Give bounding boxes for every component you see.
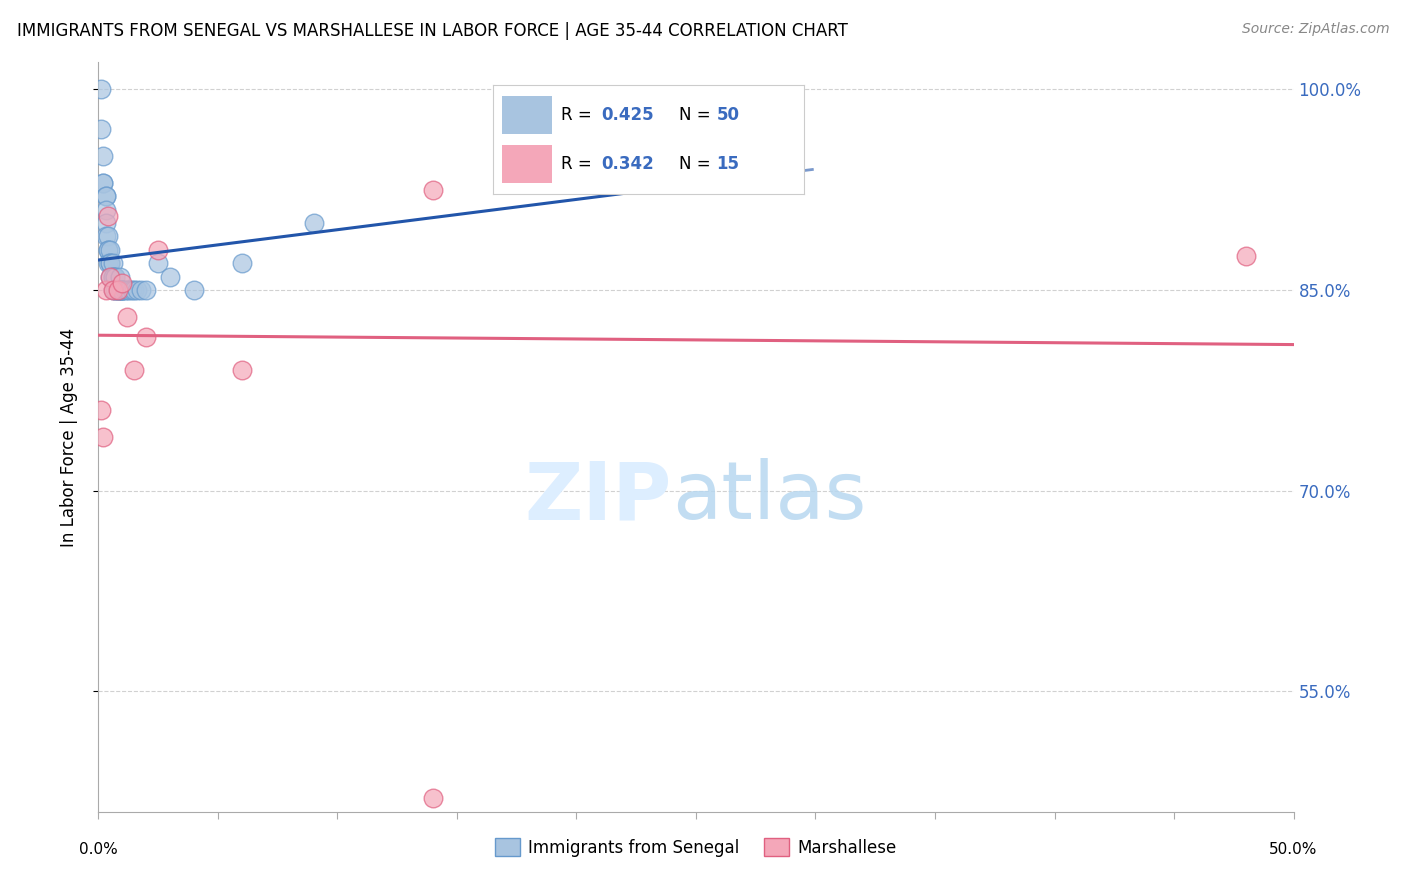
Point: [115, 310, 138, 324]
Point: [98, 256, 122, 270]
Point: [97, 243, 120, 257]
Point: [108, 283, 131, 297]
Point: [107, 283, 129, 297]
Point: [231, 256, 253, 270]
Point: [98, 269, 122, 284]
Point: [98, 243, 122, 257]
Point: [91, 176, 114, 190]
Text: 0.0%: 0.0%: [79, 842, 118, 856]
Point: [159, 269, 181, 284]
Point: [101, 283, 124, 297]
Point: [107, 283, 129, 297]
Y-axis label: In Labor Force | Age 35-44: In Labor Force | Age 35-44: [59, 327, 77, 547]
Point: [124, 363, 146, 377]
Point: [131, 283, 153, 297]
Point: [111, 283, 134, 297]
Text: 50.0%: 50.0%: [1270, 842, 1317, 856]
Point: [91, 430, 114, 444]
Point: [108, 269, 131, 284]
Point: [91, 149, 114, 163]
Point: [613, 143, 636, 157]
Legend: Immigrants from Senegal, Marshallese: Immigrants from Senegal, Marshallese: [488, 832, 904, 863]
Point: [183, 283, 205, 297]
Point: [231, 363, 253, 377]
Point: [90, 122, 112, 136]
Point: [111, 283, 134, 297]
Point: [302, 216, 325, 230]
Point: [97, 243, 120, 257]
Point: [98, 256, 122, 270]
Point: [114, 283, 136, 297]
Point: [148, 243, 170, 257]
Text: atlas: atlas: [672, 458, 866, 536]
Point: [121, 283, 143, 297]
Point: [111, 283, 134, 297]
Point: [148, 256, 170, 270]
Point: [422, 182, 444, 196]
Point: [104, 269, 127, 284]
Point: [107, 283, 129, 297]
Point: [104, 283, 127, 297]
Point: [101, 283, 124, 297]
Point: [1234, 250, 1257, 264]
Point: [90, 82, 112, 96]
Point: [135, 283, 157, 297]
Point: [94, 216, 117, 230]
Point: [94, 202, 117, 217]
Point: [135, 330, 157, 344]
Point: [108, 283, 131, 297]
Point: [94, 189, 117, 203]
Point: [101, 269, 124, 284]
Point: [97, 229, 120, 244]
Point: [111, 277, 134, 291]
Point: [107, 283, 129, 297]
Point: [97, 256, 120, 270]
Point: [91, 176, 114, 190]
Point: [104, 283, 127, 297]
Point: [101, 269, 124, 284]
Point: [104, 269, 127, 284]
Point: [101, 256, 124, 270]
Text: ZIP: ZIP: [524, 458, 672, 536]
Point: [97, 209, 120, 223]
Text: Source: ZipAtlas.com: Source: ZipAtlas.com: [1241, 22, 1389, 37]
Point: [94, 189, 117, 203]
Text: IMMIGRANTS FROM SENEGAL VS MARSHALLESE IN LABOR FORCE | AGE 35-44 CORRELATION CH: IMMIGRANTS FROM SENEGAL VS MARSHALLESE I…: [17, 22, 848, 40]
Point: [94, 283, 117, 297]
Point: [124, 283, 146, 297]
Point: [90, 403, 112, 417]
Point: [125, 283, 148, 297]
Point: [98, 269, 122, 284]
Point: [94, 229, 117, 244]
Point: [422, 791, 444, 805]
Point: [111, 283, 134, 297]
Point: [118, 283, 141, 297]
Point: [115, 283, 138, 297]
